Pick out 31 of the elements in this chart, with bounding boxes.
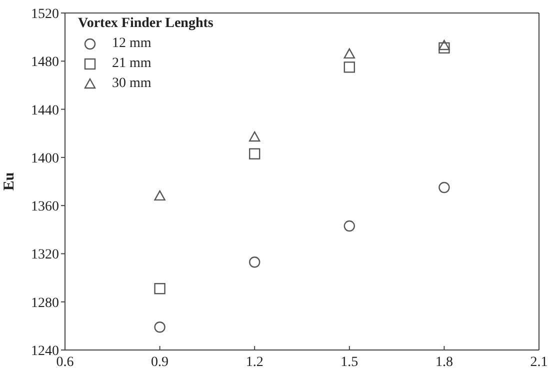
x-tick-label: 1.8 — [435, 354, 453, 370]
legend-label: 30 mm — [112, 76, 152, 92]
x-tick-label: 2.1 — [530, 354, 548, 370]
y-tick-label: 1240 — [31, 344, 59, 359]
y-tick-label: 1320 — [31, 248, 59, 263]
x-tick-label: 0.9 — [151, 354, 169, 370]
point — [154, 283, 166, 294]
point — [344, 220, 355, 232]
x-tick-label: 1.2 — [246, 354, 264, 370]
point — [249, 256, 260, 268]
y-tick-label: 1520 — [31, 6, 59, 22]
legend-title: Vortex Finder Lenghts — [78, 16, 214, 32]
x-tick-label: 1.5 — [340, 354, 358, 370]
y-tick-label: 1280 — [31, 296, 59, 311]
point — [438, 182, 450, 194]
y-tick-label: 1440 — [31, 103, 59, 118]
y-tick-label: 1360 — [31, 200, 59, 215]
point — [344, 62, 355, 73]
y-tick-label: 1400 — [31, 151, 59, 166]
point — [154, 322, 166, 333]
y-axis-title: Eu — [1, 172, 18, 191]
legend-label: 21 mm — [112, 56, 152, 72]
x-tick-label: 0.6 — [56, 354, 74, 370]
point — [344, 48, 355, 59]
point — [249, 131, 260, 142]
point — [154, 190, 166, 201]
point — [438, 40, 450, 50]
point — [438, 42, 450, 54]
y-tick-label: 1480 — [31, 55, 59, 70]
point — [249, 148, 260, 160]
legend-label: 12 mm — [112, 36, 152, 52]
